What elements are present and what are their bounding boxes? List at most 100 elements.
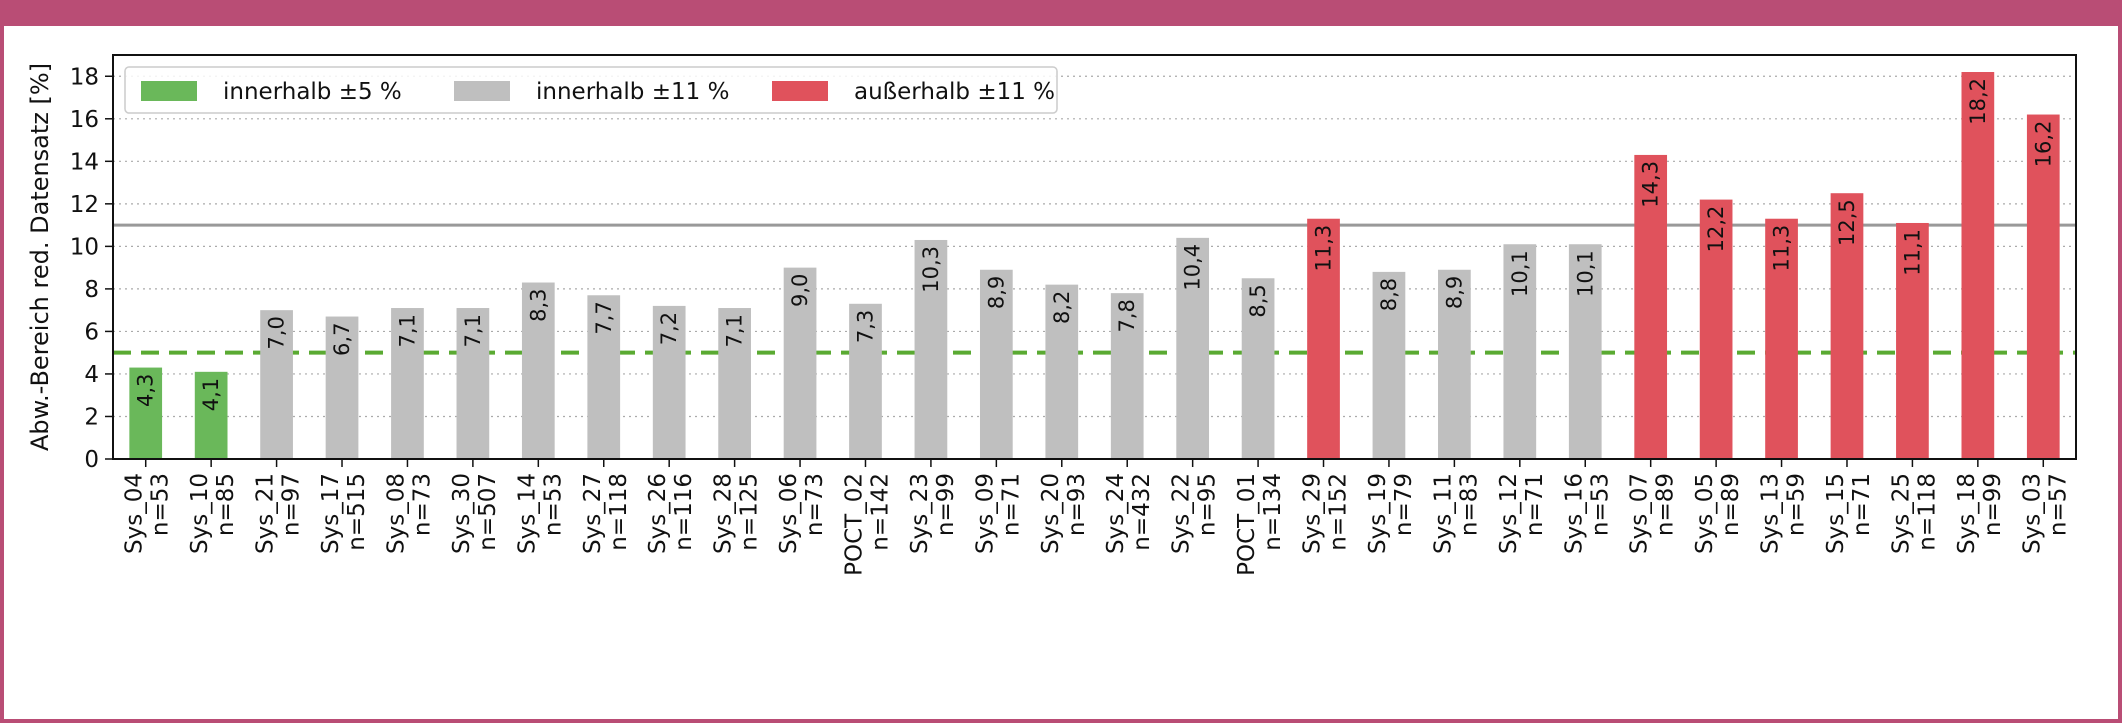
x-tick-label-name: Sys_13 [1758, 473, 1784, 554]
bar [783, 267, 817, 459]
bar-value-label: 7,1 [461, 314, 485, 347]
x-tick-label-count: n=134 [1260, 473, 1286, 551]
x-tick-label-name: POCT_01 [1234, 473, 1260, 576]
x-tick-label-count: n=125 [737, 473, 763, 551]
x-tick-label-name: Sys_20 [1038, 473, 1064, 554]
bar [129, 367, 163, 459]
x-tick-label-count: n=99 [1980, 473, 2006, 536]
legend-swatch [772, 81, 828, 101]
x-tick-label-count: n=73 [802, 473, 828, 536]
x-tick-label-name: Sys_16 [1561, 473, 1587, 554]
x-tick-label-name: Sys_14 [514, 473, 540, 554]
y-tick-label: 16 [70, 107, 99, 133]
x-tick-label-name: Sys_22 [1169, 473, 1195, 554]
legend-label: außerhalb ±11 % [854, 79, 1055, 105]
bar-value-label: 9,0 [788, 274, 812, 307]
bar [849, 303, 882, 459]
y-tick-label: 8 [84, 277, 99, 303]
x-tick-label-count: n=89 [1718, 473, 1744, 536]
x-tick-label: Sys_20 n=93 [1038, 473, 1090, 554]
x-tick-label-name: Sys_23 [907, 473, 933, 554]
legend-swatch [141, 81, 197, 101]
axes [105, 54, 2077, 467]
bar-value-label: 18,2 [1966, 78, 1990, 125]
x-tick-label-count: n=73 [409, 473, 435, 536]
x-tick-label-name: Sys_30 [449, 473, 475, 554]
x-tick-label: Sys_28 n=125 [711, 473, 763, 554]
legend: innerhalb ±5 % innerhalb ±11 % außerhalb ±… [124, 66, 1058, 114]
plot-frame [112, 54, 2077, 460]
x-tick-label-name: Sys_15 [1823, 473, 1849, 554]
y-tick-label: 2 [84, 404, 99, 430]
x-tick-label-count: n=432 [1129, 473, 1155, 551]
bar-value-label: 8,2 [1050, 291, 1074, 324]
x-tick-label-name: Sys_08 [383, 473, 409, 554]
bar [1241, 278, 1275, 459]
x-tick-label-name: Sys_17 [318, 473, 344, 554]
x-tick-label-name: Sys_26 [645, 473, 671, 554]
x-tick-label: Sys_29 n=152 [1300, 473, 1352, 554]
x-tick-label-name: Sys_05 [1692, 473, 1718, 554]
x-tick-label: Sys_16 n=53 [1561, 473, 1613, 554]
x-tick-label: Sys_06 n=73 [776, 473, 828, 554]
bar-value-label: 14,3 [1639, 161, 1663, 208]
x-tick-label-name: Sys_28 [711, 473, 737, 554]
x-tick-label-name: Sys_03 [2019, 473, 2045, 554]
bar-value-label: 11,3 [1312, 225, 1336, 272]
reference-lines [113, 223, 2076, 355]
x-tick-label-name: POCT_02 [841, 473, 867, 576]
x-tick-label-count: n=116 [671, 473, 697, 551]
x-tick-label: Sys_26 n=116 [645, 473, 697, 554]
bar-value-label: 8,5 [1246, 284, 1270, 317]
bar [1961, 72, 1995, 459]
legend-box [124, 66, 1058, 114]
x-tick-label-name: Sys_07 [1627, 473, 1653, 554]
x-tick-label-count: n=118 [606, 473, 632, 551]
x-tick-label-name: Sys_04 [122, 473, 148, 554]
bar [1307, 218, 1340, 459]
x-tick-label: Sys_22 n=95 [1169, 473, 1221, 554]
bar-value-label: 8,9 [1442, 276, 1466, 309]
bar-value-label: 6,7 [330, 323, 354, 356]
x-tick-label-count: n=57 [2045, 473, 2071, 536]
bar-value-label: 10,4 [1181, 244, 1205, 291]
x-tick-label-count: n=152 [1326, 473, 1352, 551]
x-tick-label: Sys_13 n=59 [1758, 473, 1810, 554]
x-tick-label-count: n=515 [344, 473, 370, 551]
bar-value-label: 4,3 [134, 374, 158, 407]
x-tick-label-name: Sys_27 [580, 473, 606, 554]
legend-label: innerhalb ±5 % [223, 79, 402, 105]
x-tick-label: Sys_15 n=71 [1823, 473, 1875, 554]
x-tick-label: Sys_05 n=89 [1692, 473, 1744, 554]
bar [1176, 237, 1210, 459]
x-tick-label-count: n=83 [1456, 473, 1482, 536]
bar [194, 371, 228, 459]
x-tick-label-count: n=97 [279, 473, 305, 536]
x-tick-label: Sys_10 n=85 [187, 473, 239, 554]
x-tick-label-name: Sys_09 [972, 473, 998, 554]
y-tick-label: 14 [70, 149, 99, 175]
bar [1372, 271, 1406, 459]
x-tick-label-name: Sys_11 [1430, 473, 1456, 554]
y-tick-label: 12 [70, 192, 99, 218]
bar-value-label: 7,7 [592, 301, 616, 334]
bar-value-label: 7,8 [1115, 299, 1139, 332]
x-tick-label: Sys_09 n=71 [972, 473, 1024, 554]
y-tick-label: 6 [84, 319, 99, 345]
bar-value-label: 16,2 [2031, 121, 2055, 168]
bar [718, 308, 751, 459]
bar [1896, 222, 1929, 459]
x-tick-label: POCT_01 n=134 [1234, 473, 1286, 576]
bar-value-label: 11,1 [1900, 229, 1924, 276]
bar [587, 295, 621, 459]
x-tick-label-count: n=53 [148, 473, 174, 536]
x-tick-label: Sys_17 n=515 [318, 473, 370, 554]
x-tick-label: Sys_14 n=53 [514, 473, 566, 554]
x-tick-label-count: n=507 [475, 473, 501, 551]
bar [1699, 199, 1733, 459]
x-tick-label: Sys_04 n=53 [122, 473, 174, 554]
y-tick-labels: 0 2 4 6 8 10 12 14 16 18 [70, 64, 99, 473]
bar-value-label: 7,1 [723, 314, 747, 347]
x-tick-label-name: Sys_25 [1888, 473, 1914, 554]
x-tick-label: Sys_12 n=71 [1496, 473, 1548, 554]
